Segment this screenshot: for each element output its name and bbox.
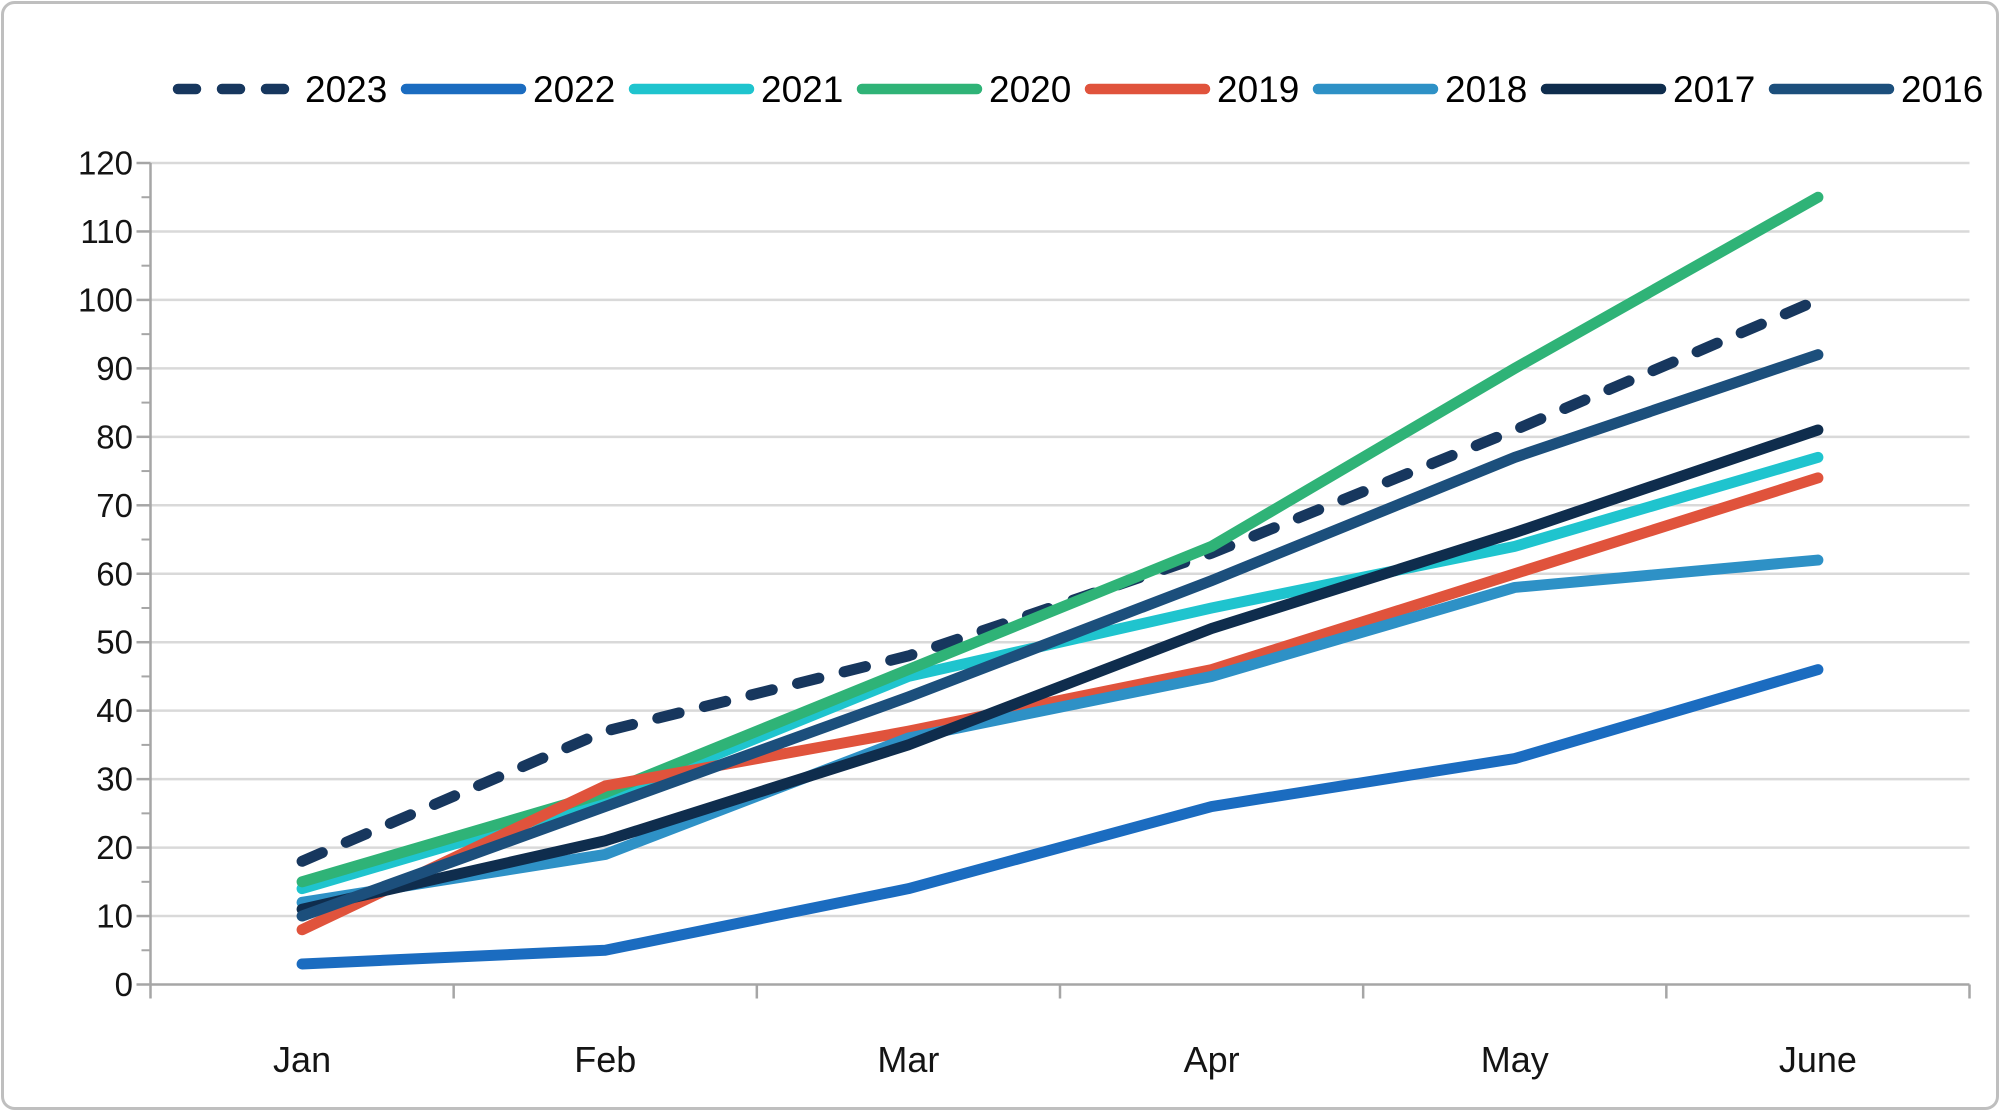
series-line-2023 <box>296 294 1824 867</box>
series-line-2022 <box>296 664 1824 970</box>
x-axis-label: Feb <box>574 1039 636 1080</box>
y-axis-label: 20 <box>96 829 133 866</box>
legend-label-2023: 2023 <box>305 69 387 110</box>
y-axis-label: 70 <box>96 487 133 524</box>
y-axis-label: 30 <box>96 761 133 798</box>
y-axis-label: 40 <box>96 692 133 729</box>
x-axis-label: Apr <box>1184 1039 1240 1080</box>
y-axis-label: 110 <box>80 213 133 250</box>
legend-label-2021: 2021 <box>761 69 843 110</box>
y-axis-label: 0 <box>115 966 133 1003</box>
legend-label-2016: 2016 <box>1901 69 1983 110</box>
legend-label-2020: 2020 <box>989 69 1071 110</box>
y-axis-label: 50 <box>96 624 133 661</box>
series-line-2018 <box>296 554 1824 908</box>
legend-label-2017: 2017 <box>1673 69 1755 110</box>
y-axis-label: 100 <box>78 281 133 318</box>
y-axis-label: 120 <box>78 145 133 182</box>
series-line-2019 <box>296 472 1824 936</box>
x-axis-label: Jan <box>273 1039 331 1080</box>
series-line-2017 <box>296 424 1824 915</box>
y-axis-label: 80 <box>96 418 133 455</box>
y-axis-label: 60 <box>96 555 133 592</box>
y-axis-label: 90 <box>96 350 133 387</box>
series-line-2016 <box>296 349 1824 922</box>
legend-label-2018: 2018 <box>1445 69 1527 110</box>
y-axis-label: 10 <box>96 898 133 935</box>
legend-label-2022: 2022 <box>533 69 615 110</box>
x-axis-label: June <box>1779 1039 1857 1080</box>
legend-label-2019: 2019 <box>1217 69 1299 110</box>
x-axis-label: May <box>1481 1039 1549 1080</box>
x-axis-label: Mar <box>877 1039 939 1080</box>
